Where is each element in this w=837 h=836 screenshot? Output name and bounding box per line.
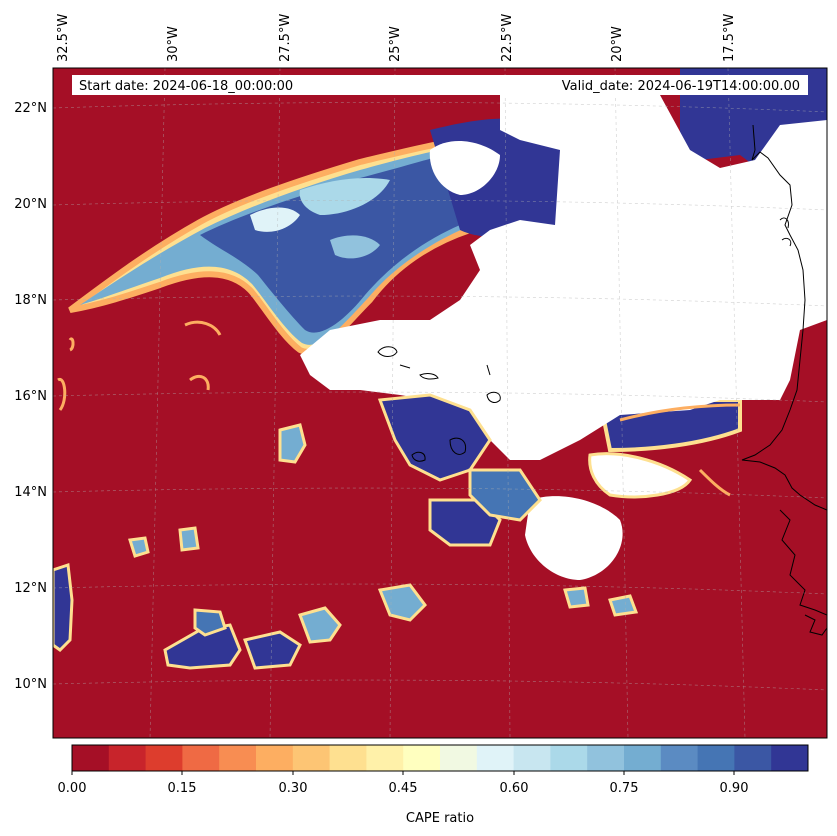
scattered-high-cape-patches <box>53 393 639 670</box>
colorbar-segment-10 <box>440 745 478 771</box>
colorbar-label: CAPE ratio <box>406 811 474 826</box>
colorbar-segment-11 <box>476 745 515 771</box>
colorbar-tick-2: 0.30 <box>279 781 308 796</box>
colorbar-tick-4: 0.60 <box>500 781 529 796</box>
colorbar-segment-18 <box>734 745 772 771</box>
top-axis-labels: 32.5°W 30°W 27.5°W 25°W 22.5°W 20°W 17.5… <box>56 14 737 62</box>
lat-label-14n: 14°N <box>14 485 47 500</box>
masked-region <box>300 95 827 580</box>
colorbar-tick-6: 0.90 <box>720 781 749 796</box>
colorbar-tick-3: 0.45 <box>389 781 418 796</box>
colorbar-segment-8 <box>366 745 404 771</box>
colorbar-segment-1 <box>108 745 147 771</box>
lon-label-20w: 20°W <box>610 26 625 62</box>
lat-label-18n: 18°N <box>14 293 47 308</box>
colorbar-frame <box>71 744 809 772</box>
colorbar-segment-9 <box>403 745 441 771</box>
colorbar-segment-7 <box>329 745 367 771</box>
transition-contours <box>57 320 741 497</box>
colorbar-segment-6 <box>292 745 331 771</box>
colorbar-segment-0 <box>72 745 110 771</box>
high-cape-region-north <box>68 118 560 355</box>
colorbar-segment-13 <box>550 745 588 771</box>
lat-label-12n: 12°N <box>14 581 47 596</box>
colorbar-segment-15 <box>624 745 662 771</box>
map-gridlines <box>53 68 827 738</box>
colorbar-ticks <box>71 771 735 775</box>
colorbar-segment-4 <box>219 745 257 771</box>
lat-label-20n: 20°N <box>14 197 47 212</box>
lon-label-27-5w: 27.5°W <box>278 14 293 62</box>
map-frame <box>52 67 828 739</box>
colorbar-segment-14 <box>587 745 625 771</box>
left-axis-labels: 22°N 20°N 18°N 16°N 14°N 12°N 10°N <box>14 101 47 692</box>
map-panel <box>53 68 827 738</box>
lat-label-10n: 10°N <box>14 677 47 692</box>
colorbar-segment-5 <box>256 745 294 771</box>
colorbar-tick-0: 0.00 <box>58 781 87 796</box>
lon-label-22-5w: 22.5°W <box>500 14 515 62</box>
colorbar-tick-labels: 0.00 0.15 0.30 0.45 0.60 0.75 0.90 <box>58 781 749 796</box>
colorbar-segment-2 <box>145 745 183 771</box>
colorbar-segment-17 <box>697 745 735 771</box>
start-date-text: Start date: 2024-06-18_00:00:00 <box>79 79 293 94</box>
coastlines <box>377 124 827 636</box>
colorbar-segment-19 <box>771 745 809 771</box>
colorbar-tick-1: 0.15 <box>168 781 197 796</box>
lat-label-22n: 22°N <box>14 101 47 116</box>
colorbar <box>72 745 809 771</box>
colorbar-tick-5: 0.75 <box>610 781 639 796</box>
colorbar-segment-16 <box>660 745 699 771</box>
lat-label-16n: 16°N <box>14 389 47 404</box>
colorbar-segment-3 <box>182 745 220 771</box>
header-banner <box>72 75 808 95</box>
lon-label-17-5w: 17.5°W <box>722 14 737 62</box>
lon-label-32-5w: 32.5°W <box>56 14 71 62</box>
valid-date-text: Valid_date: 2024-06-19T14:00:00.00 <box>562 79 800 94</box>
colorbar-segment-12 <box>513 745 551 771</box>
lon-label-25w: 25°W <box>388 26 403 62</box>
lon-label-30w: 30°W <box>166 26 181 62</box>
